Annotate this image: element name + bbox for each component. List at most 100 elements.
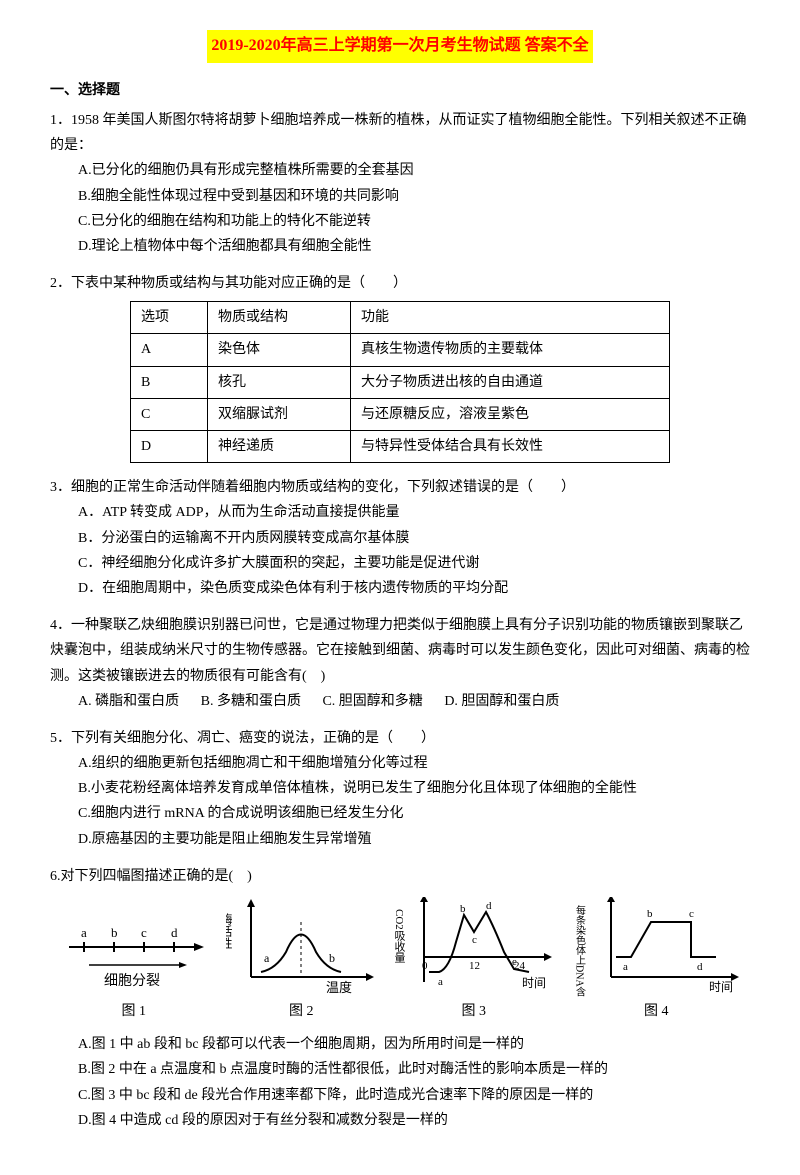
q5-options: A.组织的细胞更新包括细胞凋亡和干细胞增殖分化等过程 B.小麦花粉经离体培养发育…	[78, 751, 750, 852]
fig3-mark-d: d	[486, 900, 492, 912]
section-heading: 一、选择题	[50, 78, 750, 103]
figure-4: a b c d 每条染色体上DNA含量 时间 图 4	[571, 897, 741, 1024]
cell: 大分子物质进出核的自由通道	[351, 366, 670, 398]
fig4-mark-a: a	[623, 961, 628, 973]
q2-stem: 2．下表中某种物质或结构与其功能对应正确的是（ ）	[50, 271, 750, 296]
table-header-row: 选项 物质或结构 功能	[131, 302, 670, 334]
fig4-ylabel: 每条染色体上DNA含量	[574, 904, 586, 997]
th-0: 选项	[131, 302, 208, 334]
fig2-ylabel: 酶活性	[226, 912, 233, 950]
question-5: 5．下列有关细胞分化、凋亡、癌变的说法，正确的是（ ） A.组织的细胞更新包括细…	[50, 726, 750, 852]
fig3-tick-24: 24	[514, 960, 526, 972]
fig3-ylabel: CO2吸收量	[394, 909, 406, 963]
fig4-svg: a b c d 每条染色体上DNA含量 时间	[571, 897, 741, 997]
q4-stem: 4．一种聚联乙炔细胞膜识别器已问世，它是通过物理力把类似于细胞膜上具有分子识别功…	[50, 613, 750, 689]
cell: 染色体	[208, 334, 351, 366]
q3-stem: 3．细胞的正常生命活动伴随着细胞内物质或结构的变化，下列叙述错误的是（ ）	[50, 475, 750, 500]
question-4: 4．一种聚联乙炔细胞膜识别器已问世，它是通过物理力把类似于细胞膜上具有分子识别功…	[50, 613, 750, 714]
q1-opt-b: B.细胞全能性体现过程中受到基因和环境的共同影响	[78, 184, 750, 209]
q1-opt-c: C.已分化的细胞在结构和功能上的特化不能逆转	[78, 209, 750, 234]
q1-opt-a: A.已分化的细胞仍具有形成完整植株所需要的全套基因	[78, 158, 750, 183]
q2-table: 选项 物质或结构 功能 A 染色体 真核生物遗传物质的主要载体 B 核孔 大分子…	[130, 301, 670, 463]
table-row: C 双缩脲试剂 与还原糖反应，溶液呈紫色	[131, 398, 670, 430]
q6-opt-d: D.图 4 中造成 cd 段的原因对于有丝分裂和减数分裂是一样的	[78, 1108, 750, 1133]
q4-opt-b: B. 多糖和蛋白质	[201, 689, 301, 714]
table-row: B 核孔 大分子物质进出核的自由通道	[131, 366, 670, 398]
fig4-mark-c: c	[689, 908, 694, 920]
fig3-tick-12: 12	[469, 960, 480, 972]
q1-options: A.已分化的细胞仍具有形成完整植株所需要的全套基因 B.细胞全能性体现过程中受到…	[78, 158, 750, 259]
cell: 神经递质	[208, 431, 351, 463]
q5-stem: 5．下列有关细胞分化、凋亡、癌变的说法，正确的是（ ）	[50, 726, 750, 751]
fig2-xlabel: 温度	[326, 980, 352, 995]
q5-opt-b: B.小麦花粉经离体培养发育成单倍体植株，说明已发生了细胞分化且体现了体细胞的全能…	[78, 776, 750, 801]
q6-opt-b: B.图 2 中在 a 点温度和 b 点温度时酶的活性都很低，此时对酶活性的影响本…	[78, 1057, 750, 1082]
fig3-svg: a b c d e 0 12 24 CO2吸收量 时间	[394, 897, 554, 997]
title-year: 2019-2020	[211, 37, 280, 54]
q1-opt-d: D.理论上植物体中每个活细胞都具有细胞全能性	[78, 234, 750, 259]
fig2-svg: a b 酶活性 温度	[226, 897, 376, 997]
fig2-mark-a: a	[264, 951, 270, 965]
fig3-mark-c: c	[472, 934, 477, 946]
q4-options: A. 磷脂和蛋白质 B. 多糖和蛋白质 C. 胆固醇和多糖 D. 胆固醇和蛋白质	[78, 689, 750, 714]
q6-opt-a: A.图 1 中 ab 段和 bc 段都可以代表一个细胞周期，因为所用时间是一样的	[78, 1032, 750, 1057]
page-title: 2019-2020年高三上学期第一次月考生物试题 答案不全	[207, 30, 592, 63]
fig1-mark-d: d	[171, 925, 178, 940]
table-row: A 染色体 真核生物遗传物质的主要载体	[131, 334, 670, 366]
q6-opt-c: C.图 3 中 bc 段和 de 段光合作用速率都下降，此时造成光合速率下降的原…	[78, 1083, 750, 1108]
cell: 核孔	[208, 366, 351, 398]
fig2-label: 图 2	[226, 999, 376, 1024]
fig1-svg: a b c d 细胞分裂	[59, 917, 209, 997]
fig1-label: 图 1	[59, 999, 209, 1024]
fig4-mark-b: b	[647, 908, 653, 920]
figure-3: a b c d e 0 12 24 CO2吸收量 时间 图 3	[394, 897, 554, 1024]
q3-opt-d: D．在细胞周期中，染色质变成染色体有利于核内遗传物质的平均分配	[78, 576, 750, 601]
table-row: D 神经递质 与特异性受体结合具有长效性	[131, 431, 670, 463]
cell: C	[131, 398, 208, 430]
q3-opt-a: A．ATP 转变成 ADP，从而为生命活动直接提供能量	[78, 500, 750, 525]
th-2: 功能	[351, 302, 670, 334]
question-3: 3．细胞的正常生命活动伴随着细胞内物质或结构的变化，下列叙述错误的是（ ） A．…	[50, 475, 750, 601]
q5-opt-c: C.细胞内进行 mRNA 的合成说明该细胞已经发生分化	[78, 801, 750, 826]
cell: 与还原糖反应，溶液呈紫色	[351, 398, 670, 430]
fig3-xlabel: 时间	[522, 976, 546, 990]
question-6: 6.对下列四幅图描述正确的是( ) a b c d 细胞分裂 图 1	[50, 864, 750, 1133]
cell: 与特异性受体结合具有长效性	[351, 431, 670, 463]
question-2: 2．下表中某种物质或结构与其功能对应正确的是（ ） 选项 物质或结构 功能 A …	[50, 271, 750, 463]
fig4-mark-d: d	[697, 961, 703, 973]
q1-stem: 1．1958 年美国人斯图尔特将胡萝卜细胞培养成一株新的植株，从而证实了植物细胞…	[50, 108, 750, 158]
title-container: 2019-2020年高三上学期第一次月考生物试题 答案不全	[50, 30, 750, 63]
cell: 双缩脲试剂	[208, 398, 351, 430]
figure-row: a b c d 细胞分裂 图 1 a b 酶活性 温度	[50, 897, 750, 1024]
figure-1: a b c d 细胞分裂 图 1	[59, 917, 209, 1024]
fig1-mark-a: a	[81, 925, 87, 940]
title-rest: 年高三上学期第一次月考生物试题 答案不全	[281, 37, 589, 54]
q4-opt-a: A. 磷脂和蛋白质	[78, 689, 179, 714]
fig3-label: 图 3	[394, 999, 554, 1024]
th-1: 物质或结构	[208, 302, 351, 334]
fig3-mark-b: b	[460, 903, 466, 915]
fig4-xlabel: 时间	[709, 980, 733, 994]
q4-opt-c: C. 胆固醇和多糖	[322, 689, 422, 714]
q3-opt-b: B．分泌蛋白的运输离不开内质网膜转变成高尔基体膜	[78, 526, 750, 551]
q6-options: A.图 1 中 ab 段和 bc 段都可以代表一个细胞周期，因为所用时间是一样的…	[78, 1032, 750, 1133]
fig1-mark-c: c	[141, 925, 147, 940]
cell: D	[131, 431, 208, 463]
figure-2: a b 酶活性 温度 图 2	[226, 897, 376, 1024]
fig1-mark-b: b	[111, 925, 118, 940]
q3-options: A．ATP 转变成 ADP，从而为生命活动直接提供能量 B．分泌蛋白的运输离不开…	[78, 500, 750, 601]
q3-opt-c: C．神经细胞分化成许多扩大膜面积的突起，主要功能是促进代谢	[78, 551, 750, 576]
fig4-label: 图 4	[571, 999, 741, 1024]
cell: A	[131, 334, 208, 366]
q4-opt-d: D. 胆固醇和蛋白质	[444, 689, 559, 714]
cell: B	[131, 366, 208, 398]
fig3-mark-a: a	[438, 976, 443, 988]
q5-opt-d: D.原癌基因的主要功能是阻止细胞发生异常增殖	[78, 827, 750, 852]
fig2-mark-b: b	[329, 951, 335, 965]
fig3-tick-0: 0	[422, 960, 428, 972]
cell: 真核生物遗传物质的主要载体	[351, 334, 670, 366]
q5-opt-a: A.组织的细胞更新包括细胞凋亡和干细胞增殖分化等过程	[78, 751, 750, 776]
fig1-axis-label: 细胞分裂	[104, 973, 160, 989]
q6-stem: 6.对下列四幅图描述正确的是( )	[50, 864, 750, 889]
question-1: 1．1958 年美国人斯图尔特将胡萝卜细胞培养成一株新的植株，从而证实了植物细胞…	[50, 108, 750, 259]
